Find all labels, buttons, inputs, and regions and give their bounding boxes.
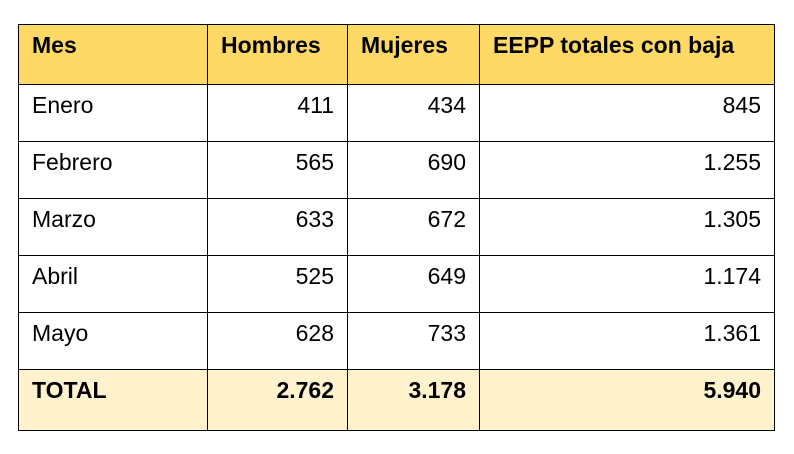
- table-row: Febrero 565 690 1.255: [18, 141, 775, 199]
- total-eepp: 5.940: [479, 369, 775, 431]
- table-header: Mes Hombres Mujeres EEPP totales con baj…: [18, 24, 775, 85]
- header-eepp-totales: EEPP totales con baja: [479, 24, 775, 85]
- cell-mujeres: 434: [347, 84, 480, 142]
- header-row: Mes Hombres Mujeres EEPP totales con baj…: [18, 24, 775, 85]
- cell-total: 845: [479, 84, 775, 142]
- cell-mes: Febrero: [18, 141, 208, 199]
- table-row: Abril 525 649 1.174: [18, 255, 775, 313]
- cell-mes: Enero: [18, 84, 208, 142]
- monthly-data-table: Mes Hombres Mujeres EEPP totales con baj…: [18, 24, 775, 431]
- table-row: Marzo 633 672 1.305: [18, 198, 775, 256]
- cell-mujeres: 733: [347, 312, 480, 370]
- table-body: Enero 411 434 845 Febrero 565 690 1.255 …: [18, 84, 775, 370]
- header-mes: Mes: [18, 24, 208, 85]
- cell-total: 1.305: [479, 198, 775, 256]
- table-row: Mayo 628 733 1.361: [18, 312, 775, 370]
- table-footer: TOTAL 2.762 3.178 5.940: [18, 369, 775, 431]
- cell-mes: Marzo: [18, 198, 208, 256]
- header-mujeres: Mujeres: [347, 24, 480, 85]
- cell-hombres: 411: [207, 84, 348, 142]
- cell-total: 1.361: [479, 312, 775, 370]
- cell-total: 1.174: [479, 255, 775, 313]
- cell-mujeres: 649: [347, 255, 480, 313]
- total-hombres: 2.762: [207, 369, 348, 431]
- cell-mes: Mayo: [18, 312, 208, 370]
- total-row: TOTAL 2.762 3.178 5.940: [18, 369, 775, 431]
- cell-total: 1.255: [479, 141, 775, 199]
- cell-mujeres: 672: [347, 198, 480, 256]
- cell-mujeres: 690: [347, 141, 480, 199]
- cell-hombres: 628: [207, 312, 348, 370]
- table-row: Enero 411 434 845: [18, 84, 775, 142]
- cell-hombres: 565: [207, 141, 348, 199]
- total-label: TOTAL: [18, 369, 208, 431]
- cell-hombres: 525: [207, 255, 348, 313]
- cell-hombres: 633: [207, 198, 348, 256]
- total-mujeres: 3.178: [347, 369, 480, 431]
- cell-mes: Abril: [18, 255, 208, 313]
- header-hombres: Hombres: [207, 24, 348, 85]
